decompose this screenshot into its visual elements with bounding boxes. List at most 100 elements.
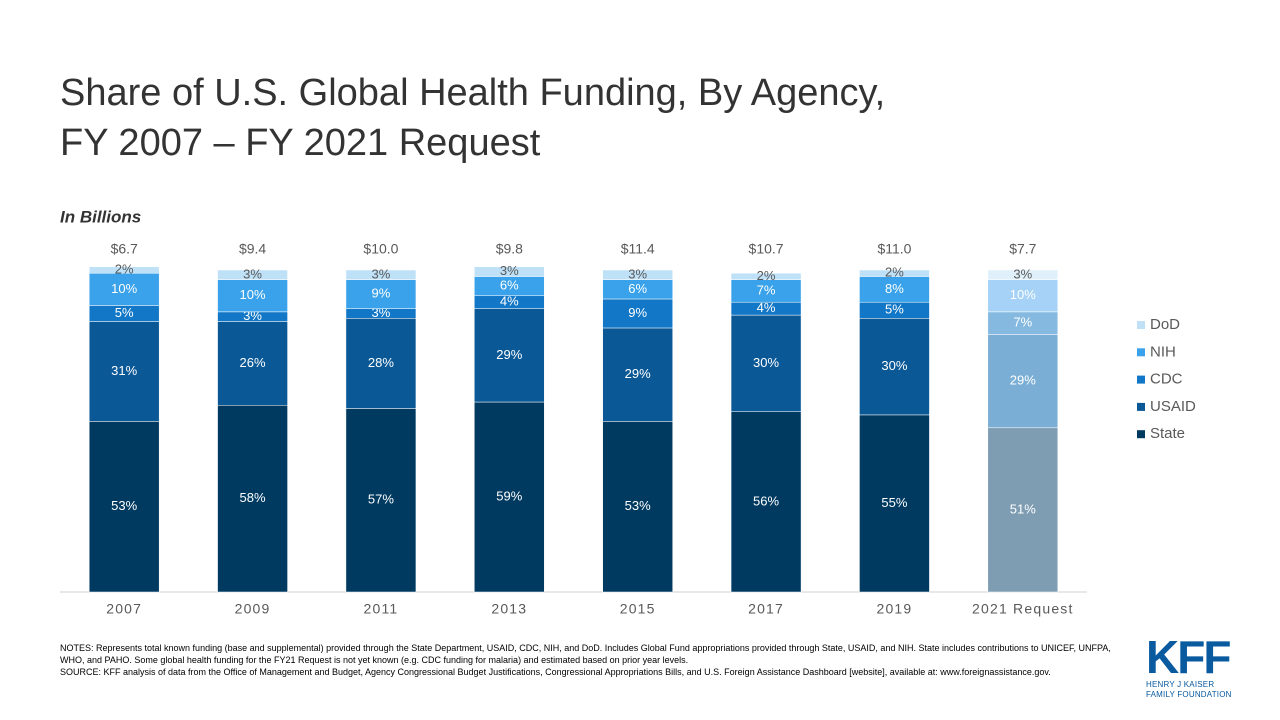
data-label: 10% [111,281,137,296]
bar-segment [987,279,1059,313]
bar-segment [602,269,673,280]
bar-segment [345,408,417,593]
data-label: 57% [368,492,394,507]
x-tick-label: 2015 [620,601,656,617]
data-label: 29% [625,366,651,381]
data-label: 5% [115,305,134,320]
legend-label: NIH [1150,343,1176,360]
bar-segment [345,269,417,280]
total-label: $11.0 [877,241,911,257]
legend-swatch [1137,402,1145,411]
total-label: $9.8 [496,241,523,257]
bar-segment [730,272,802,280]
legend-swatch [1137,375,1145,384]
data-label: 29% [496,347,522,362]
data-label: 3% [628,266,647,281]
subtitle: In Billions [60,207,141,226]
x-tick-label: 2009 [235,601,271,617]
bar-segment [730,411,802,593]
x-tick-label: 2021 Request [972,601,1074,617]
legend-swatch [1137,430,1145,439]
data-label: 10% [240,287,266,302]
chart-title: FY 2007 – FY 2021 Request [60,122,541,164]
bar-segment [602,421,673,593]
bar-segment [88,266,160,274]
data-label: 6% [500,278,519,293]
bar-segment [88,421,160,593]
total-label: $9.4 [239,241,266,257]
bar-segment [730,314,802,412]
data-label: 2% [757,268,776,283]
legend-swatch [1137,321,1145,329]
data-label: 2% [885,265,904,280]
bar-segment [987,427,1059,593]
bar-segment [859,318,930,416]
bar-segment [474,308,545,403]
data-label: 31% [111,363,137,378]
bar-segment [474,266,545,277]
bar-segment [217,321,288,406]
bar-segment [88,321,160,422]
total-label: $10.0 [363,241,398,257]
x-tick-label: 2019 [876,601,912,617]
bar-segment [88,272,160,306]
bar-segment [859,276,930,303]
data-label: 6% [628,281,647,296]
bar-segment [859,269,930,277]
data-label: 53% [111,498,137,513]
logo-line: HENRY J KAISER [1146,680,1215,689]
data-label: 4% [500,294,519,309]
data-label: 3% [1013,266,1032,281]
bar-segment [217,404,288,593]
data-label: 30% [881,358,907,373]
data-label: 56% [753,493,779,508]
bar-segment [345,279,417,309]
data-label: 55% [881,495,907,510]
bar-segment [217,279,288,313]
data-label: 28% [368,355,394,370]
legend-label: CDC [1150,371,1183,388]
source-text: SOURCE: KFF analysis of data from the Of… [60,667,1051,677]
data-label: 8% [885,281,904,296]
bar-segment [217,269,288,280]
logo-mark: KFF [1146,631,1231,683]
bar-segment [602,298,673,329]
bar-segment [474,401,545,593]
legend-swatch [1137,348,1145,357]
notes: NOTES: Represents total known funding (b… [60,642,1115,678]
legend-label: USAID [1150,398,1196,415]
bar-segment [987,269,1059,280]
data-label: 51% [1010,501,1036,516]
notes-text: NOTES: Represents total known funding (b… [60,643,1111,665]
logo-line: FAMILY FOUNDATION [1146,690,1232,699]
bar-segment [987,334,1059,429]
data-label: 5% [885,302,904,317]
data-label: 9% [372,286,391,301]
data-label: 3% [500,263,519,278]
data-label: 26% [240,355,266,370]
x-tick-label: 2007 [106,601,142,617]
data-label: 59% [496,488,522,503]
x-tick-label: 2017 [748,601,784,617]
data-label: 2% [115,261,134,276]
data-label: 29% [1010,373,1036,388]
data-label: 30% [753,355,779,370]
bar-segment [859,414,930,593]
data-label: 58% [240,490,266,505]
data-label: 7% [757,282,776,297]
data-label: 3% [243,266,262,281]
total-label: $6.7 [111,241,138,257]
data-label: 7% [1013,315,1032,330]
data-label: 53% [625,498,651,513]
data-label: 9% [628,305,647,320]
legend-label: State [1150,425,1185,442]
data-label: 4% [757,300,776,315]
x-tick-label: 2013 [491,601,527,617]
data-label: 3% [372,266,391,281]
chart-title: Share of U.S. Global Health Funding, By … [60,72,885,114]
data-label: 10% [1010,287,1036,302]
legend-label: DoD [1150,316,1180,333]
total-label: $10.7 [749,241,784,257]
total-label: $7.7 [1009,241,1036,257]
